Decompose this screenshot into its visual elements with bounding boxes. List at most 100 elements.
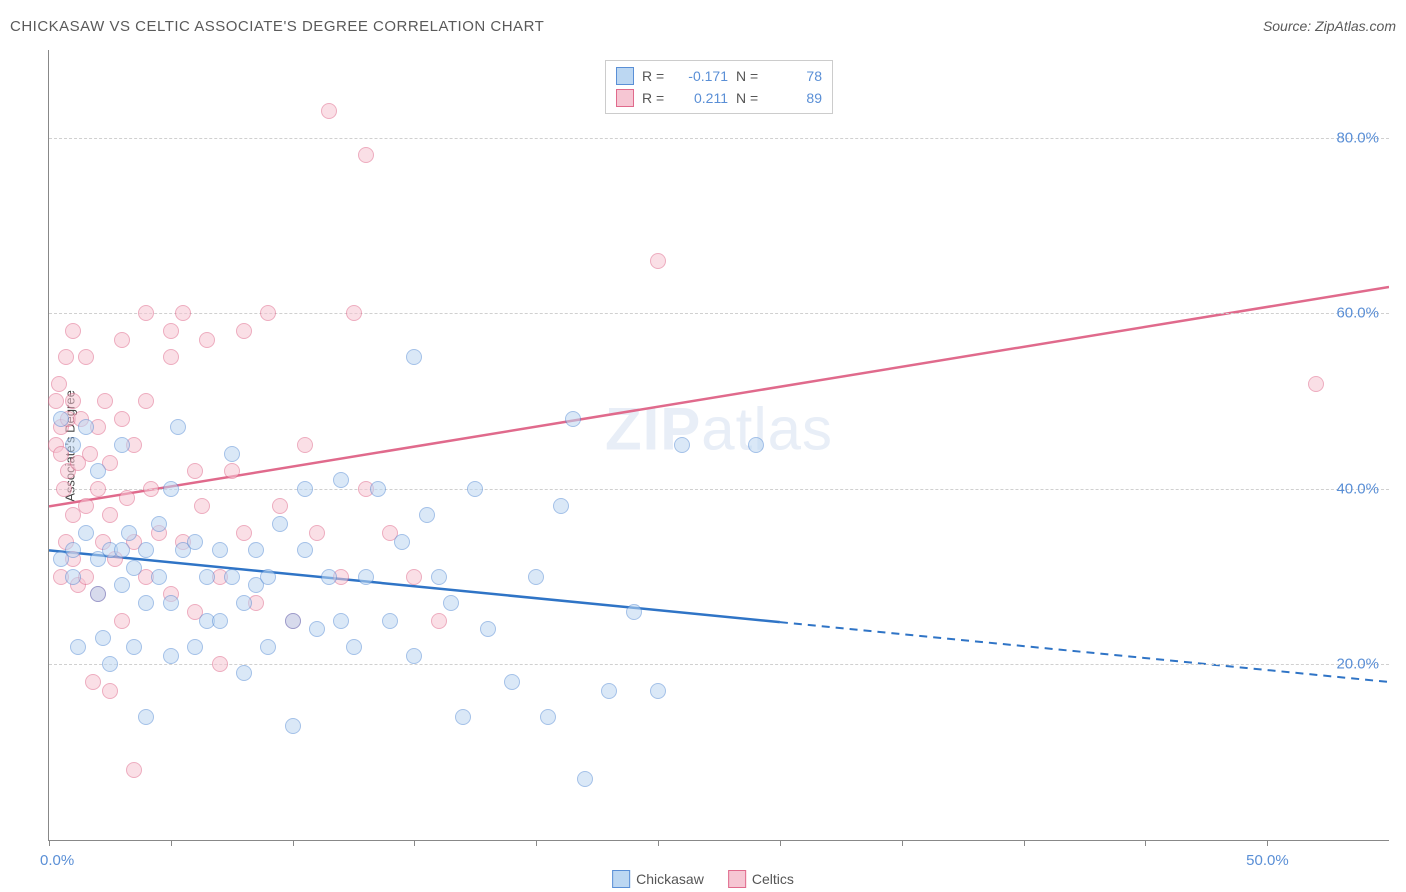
chart-source: Source: ZipAtlas.com (1263, 18, 1396, 34)
swatch-icon (616, 67, 634, 85)
scatter-point (187, 534, 203, 550)
scatter-point (443, 595, 459, 611)
y-tick-label: 40.0% (1336, 480, 1379, 497)
scatter-point (119, 490, 135, 506)
x-tick (414, 840, 415, 846)
scatter-point (187, 639, 203, 655)
scatter-point (65, 437, 81, 453)
scatter-point (65, 569, 81, 585)
stats-box: R = -0.171 N = 78 R = 0.211 N = 89 (605, 60, 833, 114)
trend-line (49, 287, 1389, 506)
legend-item-chickasaw: Chickasaw (612, 870, 704, 888)
x-tick (658, 840, 659, 846)
x-tick (293, 840, 294, 846)
scatter-point (82, 446, 98, 462)
scatter-point (650, 683, 666, 699)
scatter-point (163, 595, 179, 611)
stats-row-celtics: R = 0.211 N = 89 (616, 87, 822, 109)
scatter-point (309, 525, 325, 541)
scatter-point (504, 674, 520, 690)
scatter-point (431, 613, 447, 629)
scatter-point (70, 639, 86, 655)
x-tick-label-left: 0.0% (40, 852, 74, 869)
scatter-point (58, 349, 74, 365)
scatter-point (199, 332, 215, 348)
scatter-point (394, 534, 410, 550)
scatter-point (480, 621, 496, 637)
stats-r-value: 0.211 (680, 90, 728, 106)
scatter-point (309, 621, 325, 637)
scatter-point (138, 393, 154, 409)
x-tick (780, 840, 781, 846)
scatter-point (212, 613, 228, 629)
scatter-point (260, 569, 276, 585)
scatter-point (224, 446, 240, 462)
stats-n-value: 89 (774, 90, 822, 106)
scatter-point (748, 437, 764, 453)
scatter-point (272, 516, 288, 532)
stats-n-label: N = (736, 90, 766, 106)
scatter-point (321, 103, 337, 119)
scatter-point (236, 665, 252, 681)
x-tick (1267, 840, 1268, 846)
stats-r-value: -0.171 (680, 68, 728, 84)
scatter-point (285, 718, 301, 734)
scatter-point (419, 507, 435, 523)
scatter-point (151, 516, 167, 532)
scatter-point (151, 569, 167, 585)
scatter-point (102, 656, 118, 672)
scatter-point (333, 472, 349, 488)
trend-line-extrapolated (780, 622, 1389, 682)
scatter-point (65, 393, 81, 409)
x-tick (1024, 840, 1025, 846)
scatter-point (126, 639, 142, 655)
scatter-point (138, 595, 154, 611)
legend-item-celtics: Celtics (728, 870, 794, 888)
y-tick-label: 60.0% (1336, 305, 1379, 322)
scatter-point (601, 683, 617, 699)
scatter-point (85, 674, 101, 690)
scatter-point (90, 586, 106, 602)
scatter-point (163, 481, 179, 497)
scatter-plot: ZIPatlas R = -0.171 N = 78 R = 0.211 N =… (48, 50, 1389, 841)
scatter-point (346, 305, 362, 321)
scatter-point (56, 481, 72, 497)
scatter-point (170, 419, 186, 435)
scatter-point (236, 525, 252, 541)
scatter-point (565, 411, 581, 427)
stats-row-chickasaw: R = -0.171 N = 78 (616, 65, 822, 87)
scatter-point (431, 569, 447, 585)
swatch-icon (728, 870, 746, 888)
scatter-point (406, 648, 422, 664)
swatch-icon (616, 89, 634, 107)
scatter-point (406, 569, 422, 585)
grid-line (49, 664, 1389, 665)
scatter-point (467, 481, 483, 497)
legend: Chickasaw Celtics (612, 870, 794, 888)
scatter-point (382, 613, 398, 629)
scatter-point (114, 577, 130, 593)
scatter-point (138, 709, 154, 725)
scatter-point (260, 639, 276, 655)
scatter-point (78, 498, 94, 514)
scatter-point (321, 569, 337, 585)
scatter-point (333, 613, 349, 629)
scatter-point (297, 542, 313, 558)
grid-line (49, 313, 1389, 314)
scatter-point (163, 648, 179, 664)
scatter-point (163, 349, 179, 365)
scatter-point (297, 481, 313, 497)
scatter-point (540, 709, 556, 725)
scatter-point (224, 463, 240, 479)
scatter-point (272, 498, 288, 514)
scatter-point (175, 305, 191, 321)
scatter-point (260, 305, 276, 321)
scatter-point (358, 147, 374, 163)
scatter-point (285, 613, 301, 629)
scatter-point (138, 305, 154, 321)
chart-title: CHICKASAW VS CELTIC ASSOCIATE'S DEGREE C… (10, 18, 544, 35)
scatter-point (90, 481, 106, 497)
scatter-point (143, 481, 159, 497)
scatter-point (126, 560, 142, 576)
stats-r-label: R = (642, 90, 672, 106)
